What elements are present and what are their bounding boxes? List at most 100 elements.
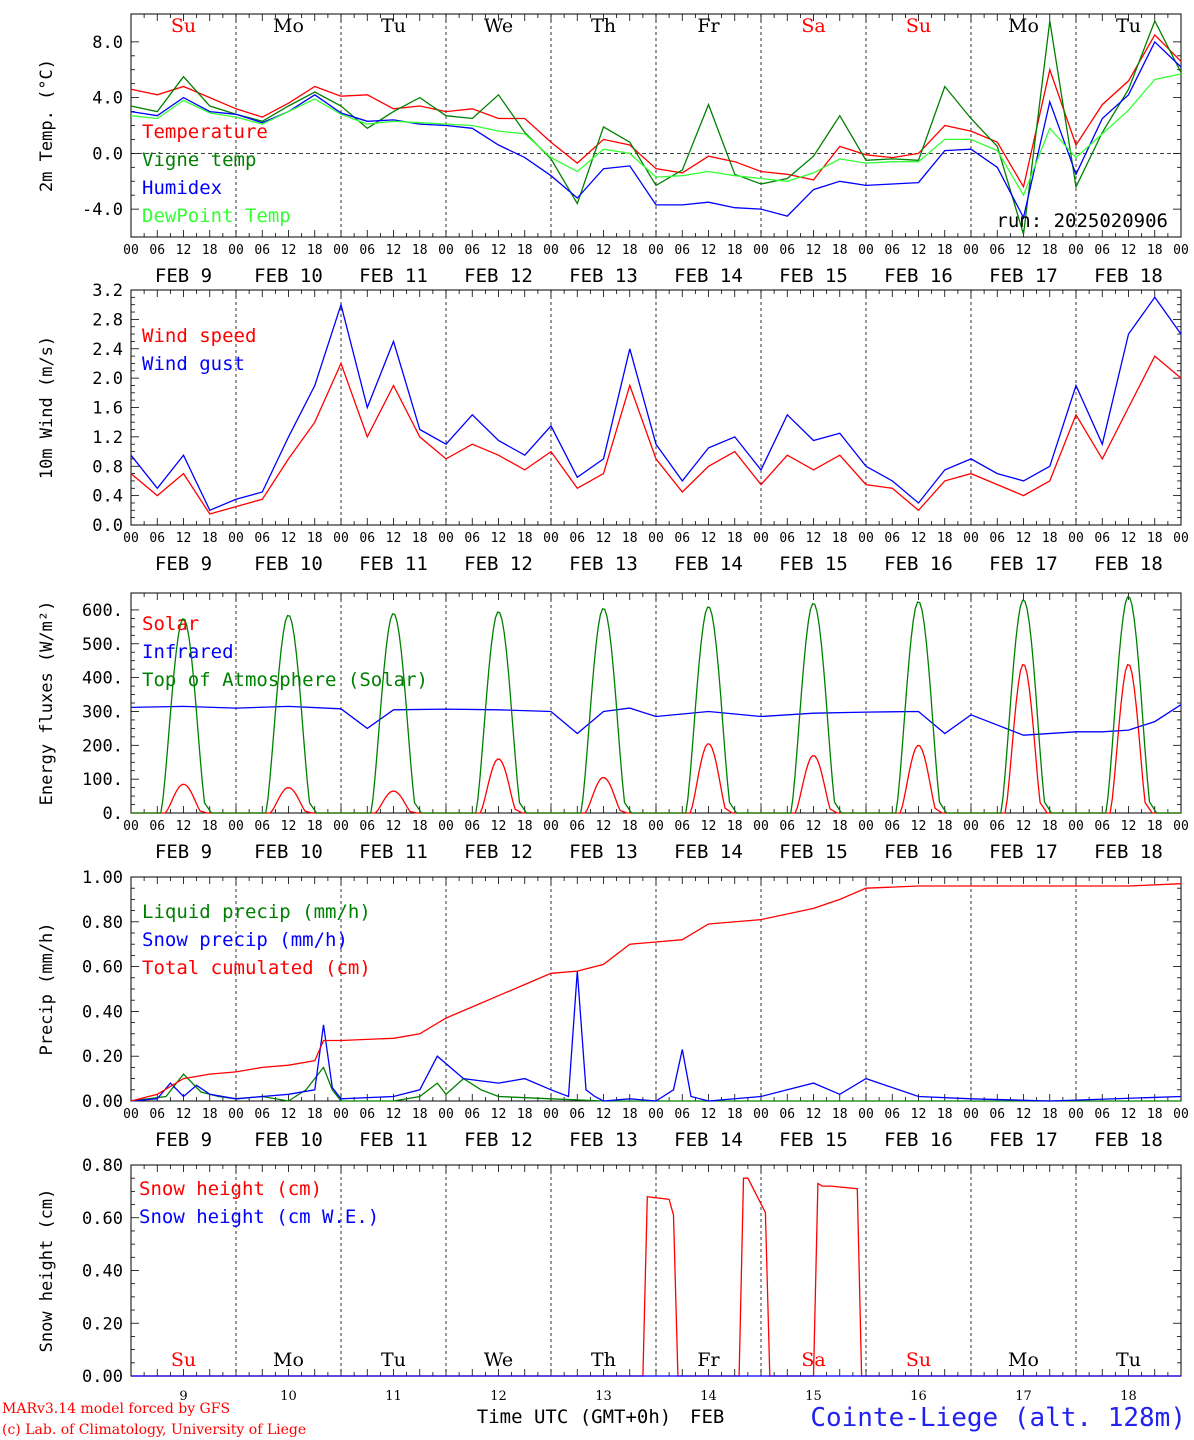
series-line-infrared (130, 704, 1182, 736)
x-tick-label: 06 (1094, 243, 1110, 258)
x-tick-label: 18 (202, 243, 218, 258)
x-tick-label: 12 (806, 243, 822, 258)
series-line-snow-height-cm- (131, 1177, 1181, 1377)
x-tick-label: 06 (254, 243, 270, 258)
x-tick-label: 00 (753, 1107, 769, 1122)
x-date-label: FEB 17 (989, 553, 1058, 575)
x-axis-title: Time UTC (GMT+0h) (477, 1406, 671, 1428)
x-date-label: FEB 12 (464, 841, 533, 863)
x-day-number: 15 (805, 1389, 822, 1404)
x-tick-label: 18 (622, 531, 638, 546)
x-tick-label: 06 (989, 1107, 1005, 1122)
series-line-total-cumulated-cm- (130, 883, 1182, 1102)
x-tick-label: 00 (333, 243, 349, 258)
x-tick-label: 12 (596, 819, 612, 834)
legend-entry: Total cumulated (cm) (142, 957, 371, 979)
x-tick-label: 00 (228, 1107, 244, 1122)
x-tick-label: 00 (858, 1107, 874, 1122)
x-tick-label: 06 (149, 531, 165, 546)
legend-entry: Liquid precip (mm/h) (142, 901, 371, 923)
x-tick-label: 18 (1042, 1107, 1058, 1122)
day-label: Th (591, 15, 616, 37)
x-tick-label: 06 (149, 819, 165, 834)
x-date-label: FEB 11 (359, 1129, 428, 1151)
x-day-number: 9 (179, 1389, 187, 1404)
x-tick-label: 18 (517, 1107, 533, 1122)
y-tick-label: 0. (103, 804, 123, 824)
x-tick-label: 06 (359, 531, 375, 546)
x-tick-label: 12 (1016, 1107, 1032, 1122)
x-tick-label: 06 (989, 531, 1005, 546)
x-tick-label: 00 (438, 531, 454, 546)
y-tick-label: 0.00 (82, 1367, 123, 1387)
x-tick-label: 18 (307, 819, 323, 834)
x-tick-label: 12 (1121, 531, 1137, 546)
x-tick-label: 12 (281, 531, 297, 546)
series-line-snow-precip-mm-h- (130, 971, 1182, 1102)
series-line-temperature (130, 33, 1182, 189)
x-tick-label: 12 (911, 243, 927, 258)
y-tick-label: 0.20 (82, 1314, 123, 1334)
legend-entry: Humidex (142, 177, 222, 199)
y-tick-label: 400. (82, 669, 123, 689)
day-label: Mo (273, 1349, 304, 1371)
x-tick-label: 18 (202, 531, 218, 546)
x-tick-label: 00 (543, 531, 559, 546)
x-date-label: FEB 12 (464, 553, 533, 575)
y-tick-label: 1.2 (92, 428, 123, 448)
x-tick-label: 18 (517, 819, 533, 834)
x-tick-label: 12 (281, 243, 297, 258)
legend-entry: Wind speed (142, 325, 256, 347)
y-tick-label: 1.6 (92, 399, 123, 419)
y-tick-label: 0.00 (82, 1092, 123, 1112)
x-date-label: FEB 14 (674, 265, 743, 287)
series-line-top-of-atmosphere-solar- (131, 596, 1181, 814)
x-tick-label: 12 (806, 819, 822, 834)
y-tick-label: 0.60 (82, 1209, 123, 1229)
x-tick-label: 18 (832, 243, 848, 258)
x-date-label: FEB 15 (779, 553, 848, 575)
x-tick-label: 18 (1147, 1107, 1163, 1122)
y-tick-label: 0.40 (82, 1002, 123, 1022)
x-tick-label: 06 (569, 243, 585, 258)
y-axis-label: 2m Temp. (°C) (37, 59, 57, 192)
x-tick-label: 06 (1094, 531, 1110, 546)
credit-line-2: (c) Lab. of Climatology, University of L… (2, 1422, 306, 1438)
x-tick-label: 06 (464, 531, 480, 546)
x-tick-label: 00 (123, 819, 139, 834)
x-date-label: FEB 10 (254, 553, 323, 575)
y-axis-label: Precip (mm/h) (37, 922, 57, 1055)
x-tick-label: 12 (596, 531, 612, 546)
day-label: Su (906, 15, 931, 37)
x-date-label: FEB 17 (989, 1129, 1058, 1151)
legend-entry: Vigne temp (142, 149, 256, 171)
legend-entry: Snow precip (mm/h) (142, 929, 348, 951)
x-tick-label: 00 (123, 1107, 139, 1122)
x-tick-label: 00 (963, 531, 979, 546)
x-tick-label: 06 (254, 819, 270, 834)
x-tick-label: 12 (491, 819, 507, 834)
x-tick-label: 18 (622, 1107, 638, 1122)
x-tick-label: 18 (412, 1107, 428, 1122)
x-date-label: FEB 13 (569, 1129, 638, 1151)
x-tick-label: 06 (254, 1107, 270, 1122)
x-tick-label: 06 (674, 243, 690, 258)
y-tick-label: 1.00 (82, 868, 123, 888)
x-tick-label: 06 (989, 819, 1005, 834)
x-date-label: FEB 15 (779, 1129, 848, 1151)
y-tick-label: 2.4 (92, 340, 123, 360)
x-tick-label: 18 (1042, 243, 1058, 258)
panel-4: 1.00 0.80 0.60 0.40 0.20 0.00 Precip (mm/h) Liq… (37, 868, 1189, 1151)
y-axis-label: Energy fluxes (W/m²) (37, 601, 57, 806)
x-tick-label: 06 (464, 243, 480, 258)
x-tick-label: 06 (569, 1107, 585, 1122)
x-date-label: FEB 9 (155, 1129, 212, 1151)
x-tick-label: 18 (937, 819, 953, 834)
legend-entry: DewPoint Temp (142, 205, 291, 227)
credit-line-1: MARv3.14 model forced by GFS (2, 1401, 230, 1417)
day-label: We (484, 1349, 513, 1371)
x-tick-label: 12 (386, 819, 402, 834)
x-tick-label: 12 (701, 243, 717, 258)
legend-entry: Top of Atmosphere (Solar) (142, 669, 428, 691)
x-date-label: FEB 16 (884, 1129, 953, 1151)
